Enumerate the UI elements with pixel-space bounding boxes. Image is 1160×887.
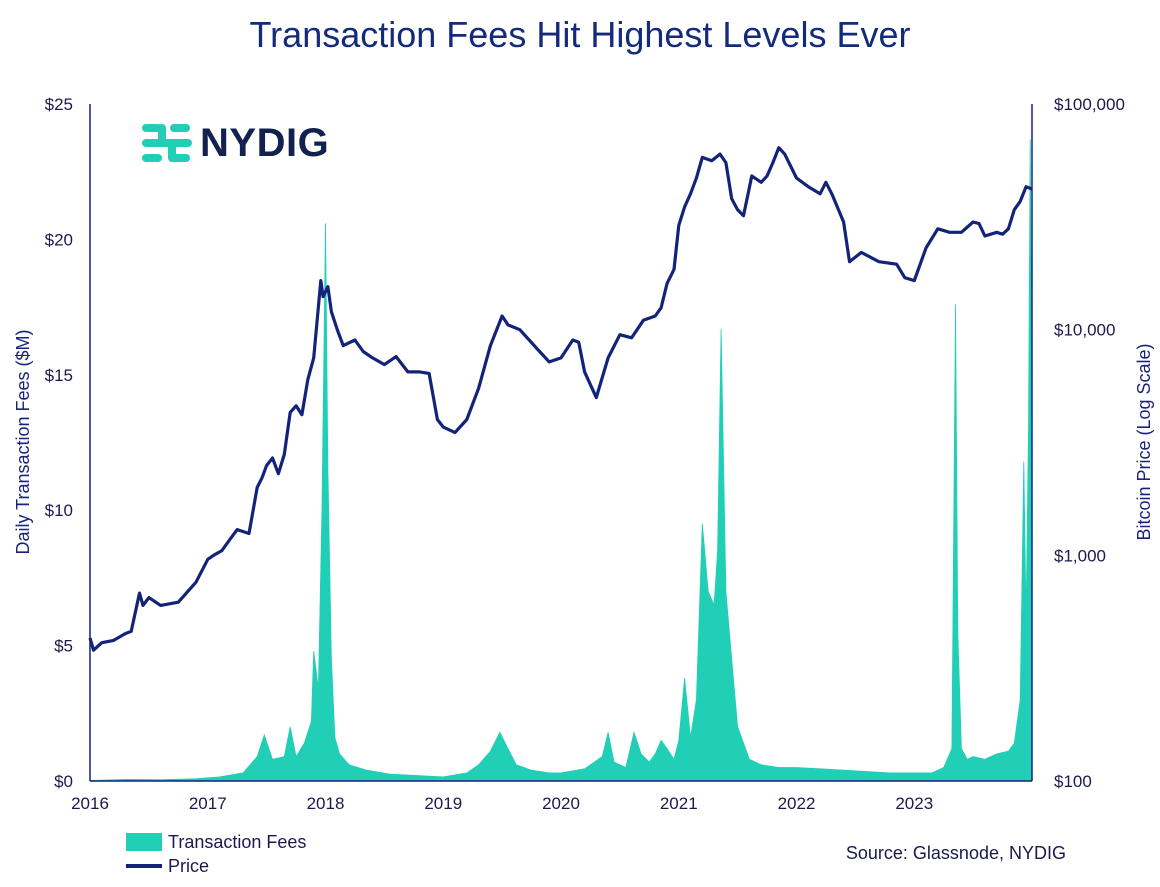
- logo-text: NYDIG: [200, 120, 330, 165]
- left-tick-label: $15: [45, 366, 73, 385]
- legend-item-fees: Transaction Fees: [126, 830, 306, 854]
- left-tick-label: $0: [54, 772, 73, 791]
- legend-label-fees: Transaction Fees: [168, 831, 307, 852]
- legend-item-price: Price: [126, 854, 306, 878]
- x-tick-label: 2020: [542, 794, 580, 813]
- left-axis-title: Daily Transaction Fees ($M): [13, 329, 33, 554]
- right-tick-label: $100: [1054, 772, 1092, 791]
- left-tick-label: $10: [45, 501, 73, 520]
- legend-swatch-price: [126, 864, 162, 868]
- x-tick-label: 2021: [660, 794, 698, 813]
- x-tick-label: 2023: [895, 794, 933, 813]
- nydig-logo: NYDIG: [140, 120, 329, 166]
- source-note: Source: Glassnode, NYDIG: [845, 843, 1066, 863]
- legend: Transaction Fees Price: [126, 830, 306, 878]
- x-tick-label: 2019: [424, 794, 462, 813]
- nydig-logo-mark: [142, 124, 192, 162]
- fees-area: [89, 139, 1033, 782]
- left-tick-label: $5: [54, 637, 73, 656]
- right-tick-label: $1,000: [1054, 546, 1106, 565]
- left-tick-label: $20: [45, 230, 73, 249]
- price-line: [88, 146, 1033, 652]
- x-tick-label: 2022: [778, 794, 816, 813]
- left-tick-label: $25: [45, 95, 73, 114]
- legend-swatch-fees: [126, 833, 162, 851]
- right-tick-label: $10,000: [1054, 321, 1115, 340]
- chart-title: Transaction Fees Hit Highest Levels Ever: [249, 14, 911, 55]
- legend-label-price: Price: [168, 855, 210, 876]
- x-tick-label: 2016: [71, 794, 109, 813]
- right-tick-label: $100,000: [1054, 95, 1125, 114]
- x-tick-label: 2017: [189, 794, 227, 813]
- right-axis-title: Bitcoin Price (Log Scale): [1134, 343, 1154, 540]
- x-tick-label: 2018: [307, 794, 345, 813]
